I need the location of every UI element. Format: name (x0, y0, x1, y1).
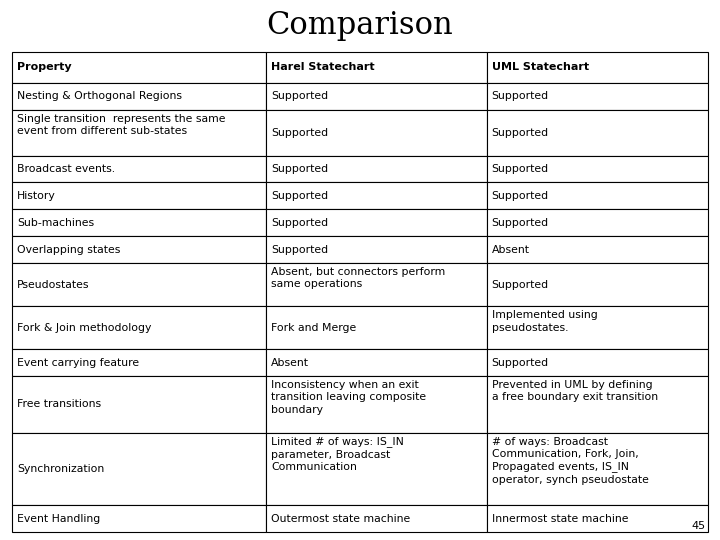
Bar (12, 236, 266, 263)
Text: History: History (17, 191, 55, 201)
Bar (266, 183, 487, 210)
Bar (487, 505, 708, 532)
Bar (487, 376, 708, 433)
Text: 45: 45 (692, 521, 706, 531)
Text: Supported: Supported (492, 164, 549, 174)
Bar (487, 156, 708, 183)
Text: Supported: Supported (492, 280, 549, 289)
Text: Prevented in UML by defining
a free boundary exit transition: Prevented in UML by defining a free boun… (492, 380, 658, 402)
Text: Supported: Supported (271, 191, 328, 201)
Text: Absent: Absent (271, 357, 309, 368)
Text: Pseudostates: Pseudostates (17, 280, 89, 289)
Text: Property: Property (17, 63, 71, 72)
Text: Free transitions: Free transitions (17, 399, 101, 409)
Text: Comparison: Comparison (266, 10, 454, 41)
Text: Supported: Supported (271, 164, 328, 174)
Bar (487, 433, 708, 505)
Bar (266, 236, 487, 263)
Bar (266, 349, 487, 376)
Text: Innermost state machine: Innermost state machine (492, 514, 628, 524)
Text: Supported: Supported (492, 127, 549, 138)
Text: Fork and Merge: Fork and Merge (271, 322, 356, 333)
Text: UML Statechart: UML Statechart (492, 63, 589, 72)
Bar (12, 433, 266, 505)
Text: Supported: Supported (492, 357, 549, 368)
Bar (487, 349, 708, 376)
Bar (487, 263, 708, 306)
Bar (487, 210, 708, 236)
Bar (487, 52, 708, 83)
Text: Synchronization: Synchronization (17, 464, 104, 474)
Text: Broadcast events.: Broadcast events. (17, 164, 115, 174)
Bar (12, 263, 266, 306)
Bar (266, 210, 487, 236)
Text: Absent, but connectors perform
same operations: Absent, but connectors perform same oper… (271, 267, 445, 289)
Text: Harel Statechart: Harel Statechart (271, 63, 374, 72)
Text: Sub-machines: Sub-machines (17, 218, 94, 228)
Text: Event Handling: Event Handling (17, 514, 100, 524)
Text: Supported: Supported (271, 245, 328, 255)
Bar (12, 110, 266, 156)
Text: Single transition  represents the same
event from different sub-states: Single transition represents the same ev… (17, 114, 225, 136)
Bar (266, 156, 487, 183)
Bar (487, 236, 708, 263)
Bar (12, 156, 266, 183)
Bar (266, 83, 487, 110)
Bar (266, 433, 487, 505)
Text: Supported: Supported (271, 127, 328, 138)
Bar (266, 110, 487, 156)
Text: Inconsistency when an exit
transition leaving composite
boundary: Inconsistency when an exit transition le… (271, 380, 426, 415)
Bar (266, 263, 487, 306)
Text: Supported: Supported (492, 218, 549, 228)
Bar (12, 210, 266, 236)
Bar (12, 505, 266, 532)
Bar (487, 110, 708, 156)
Bar (12, 349, 266, 376)
Text: Implemented using
pseudostates.: Implemented using pseudostates. (492, 310, 598, 333)
Bar (266, 376, 487, 433)
Text: Supported: Supported (271, 218, 328, 228)
Text: Absent: Absent (492, 245, 530, 255)
Bar (12, 376, 266, 433)
Text: Limited # of ways: IS_IN
parameter, Broadcast
Communication: Limited # of ways: IS_IN parameter, Broa… (271, 436, 404, 472)
Bar (266, 52, 487, 83)
Text: Supported: Supported (492, 191, 549, 201)
Text: Fork & Join methodology: Fork & Join methodology (17, 322, 151, 333)
Bar (12, 183, 266, 210)
Bar (487, 183, 708, 210)
Bar (12, 306, 266, 349)
Bar (266, 505, 487, 532)
Text: Outermost state machine: Outermost state machine (271, 514, 410, 524)
Text: Event carrying feature: Event carrying feature (17, 357, 139, 368)
Text: Overlapping states: Overlapping states (17, 245, 120, 255)
Text: # of ways: Broadcast
Communication, Fork, Join,
Propagated events, IS_IN
operato: # of ways: Broadcast Communication, Fork… (492, 436, 649, 484)
Bar (487, 306, 708, 349)
Bar (487, 83, 708, 110)
Bar (12, 83, 266, 110)
Bar (266, 306, 487, 349)
Text: Supported: Supported (492, 91, 549, 102)
Text: Supported: Supported (271, 91, 328, 102)
Text: Nesting & Orthogonal Regions: Nesting & Orthogonal Regions (17, 91, 182, 102)
Bar (12, 52, 266, 83)
